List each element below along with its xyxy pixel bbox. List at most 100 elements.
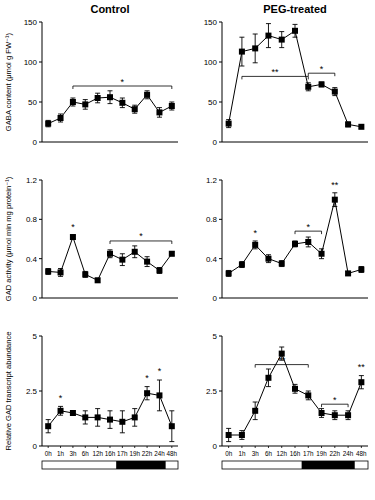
y-axis-label: Relative GAD transcript abundance xyxy=(4,331,13,450)
error-bar xyxy=(169,411,174,442)
y-tick-label: 2.5 xyxy=(206,387,218,396)
significance-label: ** xyxy=(272,67,280,77)
marker xyxy=(107,417,113,423)
marker xyxy=(265,256,271,262)
marker xyxy=(319,410,325,416)
y-tick xyxy=(39,22,42,23)
marker xyxy=(345,121,351,127)
marker xyxy=(239,432,245,438)
marker xyxy=(58,408,64,414)
marker xyxy=(45,423,51,429)
x-tick-label: 17h xyxy=(117,450,128,457)
error-bar xyxy=(70,411,75,415)
x-tick-label: 12h xyxy=(276,450,287,457)
marker xyxy=(292,28,298,34)
marker xyxy=(292,386,298,392)
x-tick xyxy=(241,446,242,448)
series-line xyxy=(229,354,362,435)
marker xyxy=(319,251,325,257)
y-tick-label: 1.2 xyxy=(26,176,38,185)
error-bar xyxy=(132,105,137,113)
y-tick xyxy=(219,336,222,337)
error-bar xyxy=(346,122,351,127)
y-tick xyxy=(219,219,222,220)
y-tick xyxy=(219,446,222,447)
error-bar xyxy=(279,261,284,267)
error-bar xyxy=(95,93,100,103)
marker xyxy=(169,103,175,109)
marker xyxy=(305,392,311,398)
x-tick xyxy=(308,446,309,448)
marker xyxy=(144,259,150,265)
marker xyxy=(45,268,51,274)
x-tick xyxy=(171,446,172,448)
x-tick-label: 0h xyxy=(225,450,233,457)
marker xyxy=(95,95,101,101)
y-tick-label: 100 xyxy=(204,58,218,67)
error-bar xyxy=(319,82,324,87)
marker xyxy=(82,414,88,420)
error-bar xyxy=(293,241,298,247)
y-tick xyxy=(219,180,222,181)
x-tick-label: 24h xyxy=(343,450,354,457)
error-bar xyxy=(46,120,51,126)
error-bar xyxy=(253,402,258,420)
marker xyxy=(58,269,64,275)
x-tick xyxy=(110,446,111,448)
x-tick-label: 24h xyxy=(154,450,165,457)
marker xyxy=(305,239,311,245)
marker xyxy=(292,241,298,247)
y-axis xyxy=(42,180,43,298)
panel: 050100150ControlGABA content (μmol g FW⁻… xyxy=(4,3,178,147)
y-tick-label: 5 xyxy=(33,332,38,341)
marker xyxy=(239,262,245,268)
x-tick-label: 17h xyxy=(303,450,314,457)
significance-label: * xyxy=(158,366,162,376)
marker xyxy=(252,242,258,248)
error-bar xyxy=(306,391,311,400)
x-tick xyxy=(159,446,160,448)
error-bar xyxy=(306,237,311,247)
marker xyxy=(156,267,162,273)
marker xyxy=(107,251,113,257)
y-tick xyxy=(39,446,42,447)
error-bar xyxy=(83,271,88,277)
y-axis-label: GAD activity (μmol min mg protein⁻¹) xyxy=(4,176,13,301)
marker xyxy=(332,89,338,95)
error-bar xyxy=(58,114,63,122)
marker xyxy=(319,81,325,87)
y-tick-label: 0 xyxy=(33,138,38,147)
error-bar xyxy=(120,411,125,433)
marker xyxy=(252,408,258,414)
error-bar xyxy=(306,83,311,91)
y-tick xyxy=(39,336,42,337)
marker xyxy=(107,94,113,100)
marker xyxy=(95,277,101,283)
error-bar xyxy=(239,262,244,268)
marker xyxy=(82,271,88,277)
y-tick-label: 0.8 xyxy=(26,215,38,224)
series-line xyxy=(229,200,362,274)
marker xyxy=(345,412,351,418)
marker xyxy=(169,423,175,429)
marker xyxy=(332,197,338,203)
x-tick xyxy=(122,446,123,448)
marker xyxy=(58,115,64,121)
y-tick-label: 50 xyxy=(28,98,37,107)
error-bar xyxy=(120,254,125,266)
y-axis-label: GABA content (μmol g FW⁻¹) xyxy=(4,32,13,131)
y-tick xyxy=(219,62,222,63)
marker xyxy=(226,121,232,127)
y-tick xyxy=(39,102,42,103)
x-tick-label: 22h xyxy=(330,450,341,457)
x-tick-label: 1h xyxy=(238,450,246,457)
series-line xyxy=(48,95,172,124)
y-tick xyxy=(39,62,42,63)
error-bar xyxy=(95,409,100,427)
error-bar xyxy=(157,108,162,118)
x-tick-label: 3h xyxy=(69,450,77,457)
error-bar xyxy=(120,98,125,108)
error-bar xyxy=(108,411,113,429)
panel: 00.40.81.2**** xyxy=(206,176,368,303)
x-tick xyxy=(134,446,135,448)
